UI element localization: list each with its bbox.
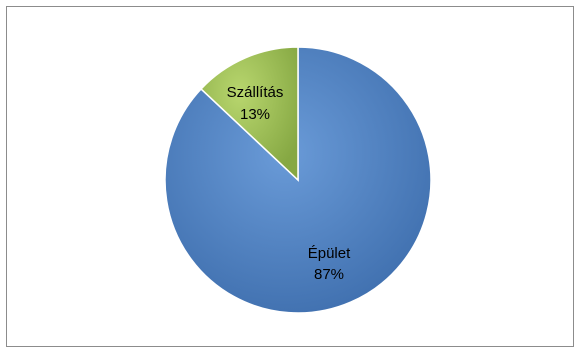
slice-label-epulet: Épület (308, 245, 351, 262)
slice-percent-szallitas: 13% (240, 106, 270, 123)
pie-slice-szallitas (199, 46, 299, 182)
pie-slices (164, 46, 432, 314)
slice-percent-epulet: 87% (314, 266, 344, 283)
slice-label-szallitas: Szállítás (227, 84, 284, 101)
